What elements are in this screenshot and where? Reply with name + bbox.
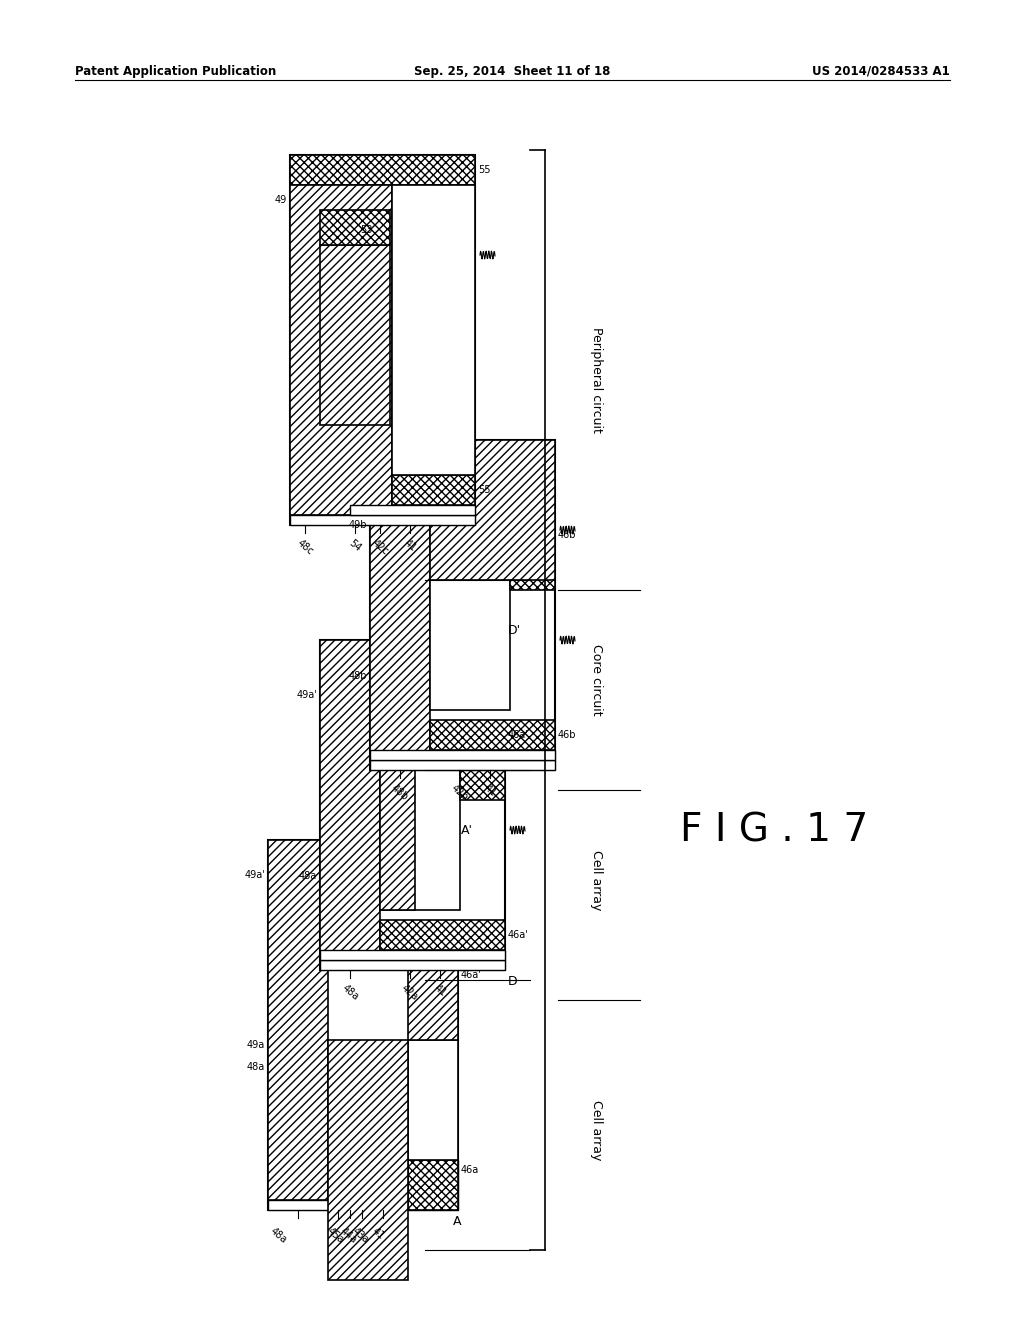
Text: F I G . 1 7: F I G . 1 7 (680, 810, 868, 849)
Text: 46a': 46a' (508, 931, 528, 940)
Text: 48a: 48a (340, 983, 360, 1002)
Bar (380, 920, 505, 950)
Text: 48b: 48b (390, 783, 411, 803)
Text: Sep. 25, 2014  Sheet 11 of 18: Sep. 25, 2014 Sheet 11 of 18 (414, 65, 610, 78)
Text: 49: 49 (274, 195, 287, 205)
Text: 46a: 46a (461, 1166, 479, 1175)
Text: 48a: 48a (247, 1063, 265, 1072)
Bar (460, 719, 505, 800)
Text: 43a: 43a (350, 1226, 371, 1245)
Bar (319, 960, 505, 970)
Text: D: D (508, 975, 517, 987)
Text: 41: 41 (432, 983, 447, 998)
Bar (370, 440, 555, 770)
Bar (392, 475, 475, 506)
Bar (328, 1160, 458, 1170)
Text: 46b: 46b (558, 531, 577, 540)
Bar (430, 719, 555, 750)
Text: 45a: 45a (326, 1226, 346, 1246)
Text: 48a: 48a (299, 871, 317, 880)
Text: Cell array: Cell array (590, 850, 603, 911)
Text: A: A (453, 1214, 462, 1228)
Bar (328, 1191, 458, 1200)
Bar (510, 520, 555, 590)
Text: 49a': 49a' (245, 870, 265, 880)
Text: 49b: 49b (348, 520, 367, 531)
Text: 42c: 42c (370, 539, 390, 557)
Bar (319, 210, 390, 246)
Bar (290, 154, 475, 185)
Bar (319, 246, 390, 425)
Bar (319, 640, 380, 960)
Text: Core circuit: Core circuit (590, 644, 603, 715)
Text: Cell array: Cell array (590, 1100, 603, 1160)
Text: 55: 55 (478, 165, 490, 176)
Text: 42a: 42a (399, 983, 420, 1002)
Bar (328, 1180, 458, 1191)
Bar (268, 840, 458, 1210)
Bar (328, 1170, 458, 1180)
Text: D': D' (508, 624, 521, 638)
Text: 48c: 48c (295, 539, 315, 557)
Bar (392, 185, 475, 475)
Text: 41: 41 (482, 783, 498, 799)
Bar (370, 440, 430, 760)
Bar (268, 1200, 458, 1210)
Text: 41: 41 (370, 1226, 386, 1242)
Text: 48a: 48a (268, 1226, 288, 1245)
Text: US 2014/0284533 A1: US 2014/0284533 A1 (812, 65, 950, 78)
Text: 55: 55 (478, 484, 490, 495)
Bar (350, 506, 475, 515)
Text: Patent Application Publication: Patent Application Publication (75, 65, 276, 78)
Bar (380, 760, 415, 909)
Bar (380, 640, 505, 760)
Bar (430, 440, 555, 579)
Bar (290, 515, 475, 525)
Bar (380, 760, 460, 909)
Text: 46a': 46a' (461, 970, 481, 979)
Text: 46b: 46b (558, 730, 577, 741)
Text: 44a: 44a (338, 1226, 358, 1245)
Text: A': A' (461, 824, 473, 837)
Text: 42b: 42b (450, 783, 470, 803)
Bar (370, 760, 555, 770)
Bar (268, 840, 328, 1200)
Bar (408, 1040, 458, 1160)
Bar (328, 840, 458, 960)
Bar (370, 750, 555, 760)
Text: 49a': 49a' (296, 690, 317, 700)
Text: 54: 54 (347, 539, 362, 553)
Bar (430, 579, 510, 710)
Bar (290, 154, 475, 525)
Bar (328, 1040, 408, 1280)
Text: 49a: 49a (247, 1040, 265, 1049)
Text: Peripheral circuit: Peripheral circuit (590, 327, 603, 433)
Text: 46a': 46a' (508, 730, 528, 741)
Bar (408, 960, 458, 1040)
Text: 41: 41 (402, 539, 418, 553)
Bar (319, 640, 505, 970)
Text: 53: 53 (360, 224, 373, 235)
Text: 48b: 48b (348, 671, 367, 681)
Bar (290, 185, 392, 515)
Bar (319, 950, 505, 960)
Bar (408, 1160, 458, 1210)
